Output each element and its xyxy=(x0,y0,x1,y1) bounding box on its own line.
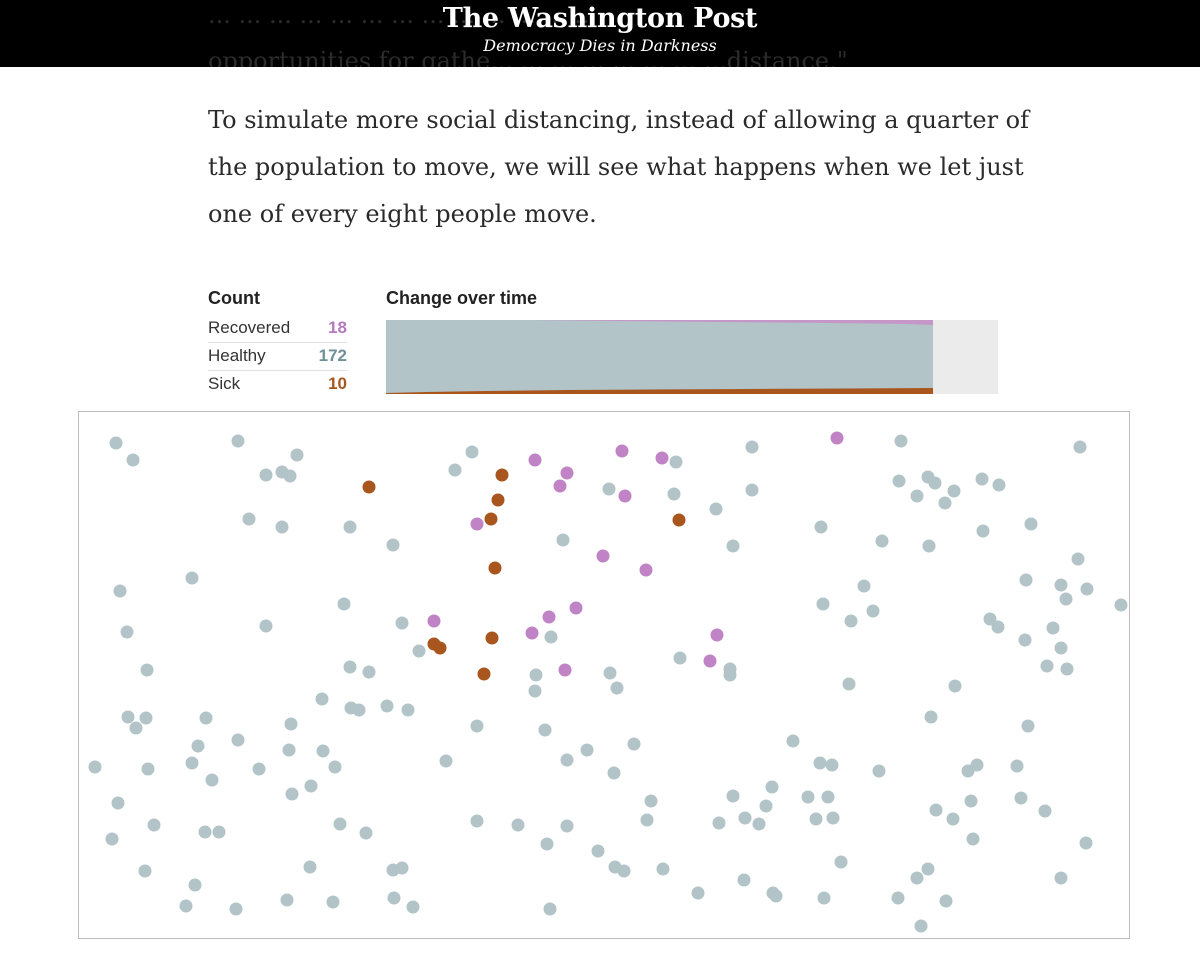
count-value-recovered: 18 xyxy=(328,318,347,337)
count-title: Count xyxy=(208,288,260,308)
change-over-time-title: Change over time xyxy=(386,288,538,308)
article-paragraph: To simulate more social distancing, inst… xyxy=(208,97,1030,238)
chart-sick-area xyxy=(386,388,933,394)
washington-post-logo[interactable]: The Washington Post xyxy=(442,3,758,34)
change-over-time-chart xyxy=(386,320,998,394)
count-label: Recovered xyxy=(208,318,291,337)
simulation-area xyxy=(78,411,1130,939)
chart-healthy-area xyxy=(386,320,933,394)
paragraph-line: one of every eight people move. xyxy=(208,200,597,228)
site-header: ... ... ... ... ... ... ... ... ... ... … xyxy=(0,0,1200,67)
count-row-sick: Sick 10 xyxy=(208,371,347,398)
count-label: Sick xyxy=(208,374,241,393)
count-value-sick: 10 xyxy=(328,374,347,393)
count-row-healthy: Healthy 172 xyxy=(208,343,347,371)
chart-recovered-area xyxy=(386,320,933,325)
tagline: Democracy Dies in Darkness xyxy=(483,36,717,55)
paragraph-line: To simulate more social distancing, inst… xyxy=(208,106,1030,134)
scrolled-text-underlay: ... ... ... ... ... ... ... ... ... ... … xyxy=(208,1,848,67)
count-row-recovered: Recovered 18 xyxy=(208,315,347,343)
count-value-healthy: 172 xyxy=(318,346,347,365)
count-label: Healthy xyxy=(208,346,266,365)
paragraph-line: the population to move, we will see what… xyxy=(208,153,1024,181)
